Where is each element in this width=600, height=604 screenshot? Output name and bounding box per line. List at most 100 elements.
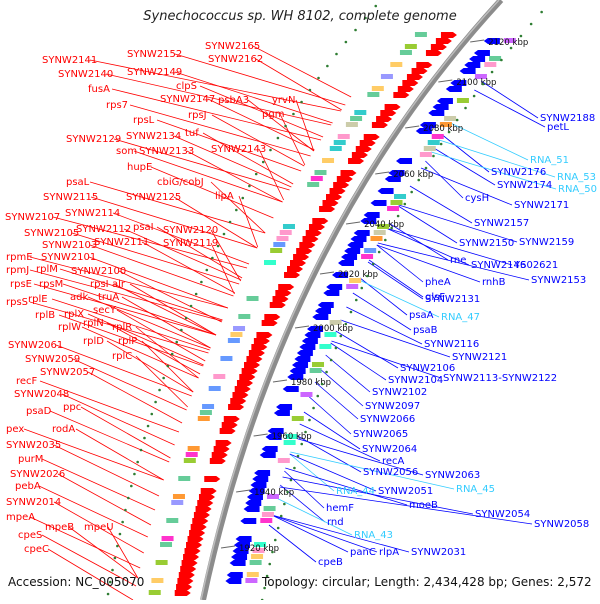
forward-gene-mark — [234, 386, 251, 392]
forward-gene-mark — [348, 158, 365, 164]
forward-gene-mark — [340, 170, 357, 176]
forward-gene-mark — [241, 368, 258, 374]
left-gene-label: cbiG/cobJ — [157, 177, 204, 188]
feature-tracks — [148, 32, 516, 596]
category-box — [373, 230, 386, 235]
ring-dot — [447, 130, 451, 134]
forward-gene-mark — [239, 374, 256, 380]
left-gene-label: mpeU — [84, 522, 114, 533]
ring-dot — [344, 322, 348, 326]
kbp-tick — [438, 79, 453, 83]
ring-dot — [316, 394, 320, 398]
left-gene-label: SYNW2114 — [65, 208, 120, 219]
right-gene-label: SYNW2054 — [475, 509, 530, 520]
reverse-gene-mark — [341, 254, 358, 260]
left-gene-label: rplE — [28, 294, 48, 305]
left-gene-labels: SYNW2165 SYNW2152 SYNW2162 SYNW2141 SYNW2149… — [5, 41, 295, 555]
kbp-tick — [470, 39, 485, 43]
category-box — [307, 182, 320, 187]
left-gene-label: rpsS — [6, 297, 28, 308]
ring-dot — [284, 124, 287, 128]
forward-gene-mark — [261, 320, 278, 326]
ring-dot — [113, 556, 117, 560]
reverse-gene-mark — [315, 308, 332, 314]
category-box — [314, 170, 327, 175]
left-leader-line — [89, 244, 234, 297]
category-box — [251, 554, 264, 559]
ring-dot — [116, 544, 119, 548]
forward-gene-mark — [416, 62, 433, 68]
reverse-gene-mark — [360, 218, 377, 224]
reverse-gene-mark — [252, 476, 269, 482]
ring-dot — [121, 520, 124, 524]
forward-gene-mark — [177, 578, 194, 584]
left-leader-line — [118, 270, 222, 323]
left-leader-line — [106, 322, 201, 375]
left-gene-label: som — [116, 146, 137, 157]
category-box — [246, 296, 259, 301]
left-leader-line — [90, 196, 258, 249]
reverse-gene-mark — [307, 326, 324, 332]
ring-dot — [360, 286, 364, 290]
ring-dot — [241, 196, 245, 200]
kbp-label: 2020 kbp — [338, 270, 378, 280]
ring-dot — [500, 58, 503, 62]
right-leader-lines — [268, 80, 557, 563]
left-gene-label: psaL — [66, 177, 90, 188]
forward-gene-mark — [278, 284, 295, 290]
ring-dot — [133, 472, 136, 476]
left-leader-line — [173, 135, 292, 188]
left-leader-line — [81, 326, 199, 379]
ring-dot — [235, 208, 238, 212]
forward-gene-mark — [190, 524, 207, 530]
ring-dot — [286, 490, 289, 494]
forward-gene-mark — [186, 542, 203, 548]
left-leader-line — [105, 73, 332, 126]
reverse-gene-mark — [450, 80, 467, 86]
category-box — [329, 320, 342, 325]
right-leader-line — [425, 160, 464, 199]
ring-dot — [308, 418, 311, 422]
kbp-tick — [220, 545, 236, 549]
right-rna-label: RNA_43 — [354, 530, 393, 541]
ring-dot — [354, 28, 357, 32]
category-box — [354, 110, 367, 115]
forward-gene-mark — [305, 230, 322, 236]
right-leader-line — [480, 80, 539, 119]
forward-gene-mark — [296, 248, 313, 254]
left-gene-label: SYNW2133 — [139, 146, 194, 157]
reverse-gene-mark — [323, 290, 340, 296]
left-gene-label: rpsE — [10, 279, 32, 290]
forward-gene-mark — [184, 548, 201, 554]
ring-dot — [106, 592, 110, 596]
left-leader-line — [49, 410, 170, 463]
category-box — [227, 338, 240, 343]
right-leader-line — [330, 342, 387, 381]
left-leader-line — [59, 268, 223, 321]
left-gene-label: SYNW2035 — [6, 440, 61, 451]
right-gene-label: SYNW2131 — [425, 294, 480, 305]
ring-dot — [292, 112, 295, 116]
category-box — [380, 74, 393, 79]
right-leader-line — [299, 423, 381, 462]
reverse-gene-mark — [265, 434, 282, 440]
left-gene-label: SYNW2147 — [160, 94, 215, 105]
category-box — [394, 194, 407, 199]
left-gene-label: rpmJ — [6, 265, 29, 276]
left-gene-label: rps7 — [106, 100, 128, 111]
kbp-label: 1960 kbp — [272, 432, 312, 442]
left-gene-label: psaD — [26, 406, 52, 417]
right-rna-label: RNA_51 — [530, 155, 569, 166]
category-box — [283, 440, 296, 445]
category-box — [276, 236, 289, 241]
left-gene-label: rpsM — [39, 279, 63, 290]
reverse-gene-mark — [459, 68, 476, 74]
category-box — [199, 410, 212, 415]
category-box — [183, 458, 196, 463]
ring-dot — [540, 10, 543, 14]
left-leader-line — [173, 196, 258, 249]
ring-dot — [396, 214, 400, 218]
ring-dot — [283, 502, 286, 506]
forward-gene-mark — [293, 254, 310, 260]
ring-dot — [490, 70, 494, 74]
